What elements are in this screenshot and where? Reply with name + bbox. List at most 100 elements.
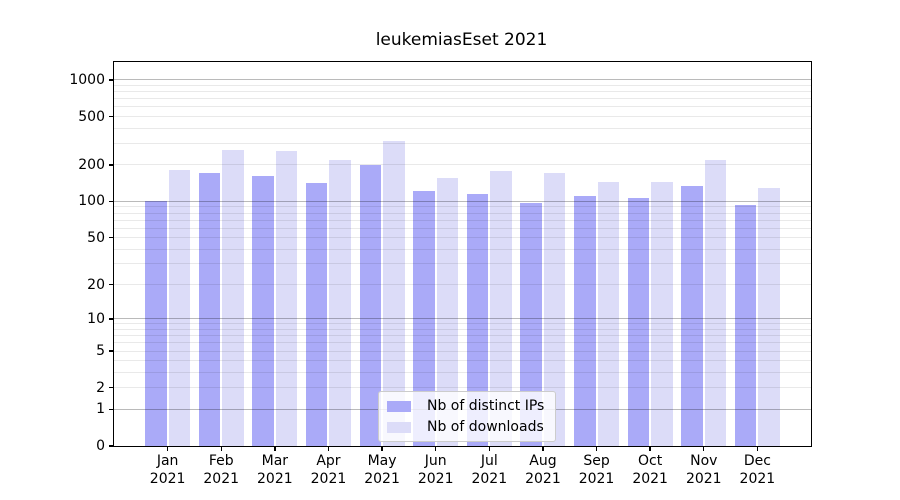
- bar-downloads: [543, 173, 566, 446]
- legend-swatch-distinct-ips: [387, 400, 411, 412]
- plot-area: Nb of distinct IPs Nb of downloads Jan 20…: [69, 61, 812, 487]
- bar-distinct-ips: [681, 186, 703, 446]
- gridline-minor: [114, 116, 811, 117]
- y-tick-mark: [109, 445, 114, 447]
- gridline-minor: [114, 127, 811, 129]
- gridline-major: [114, 318, 811, 320]
- x-tick-label: Aug 2021: [525, 453, 561, 487]
- bar-downloads: [597, 182, 620, 446]
- y-tick-label: 2: [96, 379, 105, 396]
- bar-distinct-ips: [734, 205, 757, 446]
- y-tick-label: 5: [96, 343, 105, 360]
- y-tick-mark: [109, 318, 114, 320]
- y-tick-label: 1000: [69, 71, 105, 88]
- y-tick-label: 100: [78, 193, 105, 210]
- gridline-minor: [114, 360, 811, 362]
- gridline-minor: [114, 387, 811, 389]
- bar-distinct-ips: [305, 182, 328, 446]
- x-tick-mark: [756, 446, 759, 451]
- bar-distinct-ips: [145, 201, 167, 446]
- bar-downloads: [758, 188, 780, 446]
- y-tick-label: 1: [96, 401, 105, 418]
- gridline-minor: [114, 212, 811, 214]
- y-tick-label: 200: [78, 156, 105, 173]
- y-tick-mark: [109, 350, 114, 352]
- gridline-minor: [114, 84, 811, 86]
- gridline-minor: [114, 342, 811, 344]
- legend-entry-downloads: Nb of downloads: [387, 419, 544, 435]
- gridline-minor: [114, 106, 811, 108]
- bar-distinct-ips: [574, 196, 596, 446]
- bar-downloads: [436, 178, 459, 446]
- bar-distinct-ips: [359, 164, 382, 446]
- gridline-minor: [114, 335, 811, 337]
- gridline-minor: [114, 143, 811, 144]
- y-tick-mark: [109, 200, 114, 203]
- chart-title: leukemiasEset 2021: [375, 30, 548, 50]
- gridline-minor: [114, 263, 811, 265]
- gridline-minor: [114, 350, 811, 352]
- gridline-minor: [114, 323, 811, 325]
- y-tick-label: 50: [87, 229, 105, 246]
- x-tick-label: Dec 2021: [739, 453, 776, 487]
- legend-entry-distinct-ips: Nb of distinct IPs: [387, 398, 544, 414]
- bar-distinct-ips: [413, 190, 435, 446]
- gridline-minor: [114, 98, 811, 100]
- x-tick-mark: [381, 446, 383, 451]
- x-tick-label: Mar 2021: [257, 453, 293, 487]
- y-tick-label: 20: [87, 276, 105, 293]
- bar-downloads: [275, 151, 298, 446]
- x-tick-label: Jan 2021: [149, 453, 186, 487]
- x-tick-label: May 2021: [364, 453, 400, 487]
- gridline-minor: [114, 372, 811, 374]
- bar-downloads: [383, 140, 405, 446]
- x-tick-mark: [166, 446, 169, 451]
- bar-downloads: [168, 170, 191, 446]
- gridline-minor: [114, 284, 811, 286]
- gridline-major: [114, 200, 811, 202]
- bar-downloads: [490, 171, 512, 446]
- gridline-minor: [114, 219, 811, 221]
- y-tick-mark: [109, 164, 114, 166]
- x-tick-mark: [274, 446, 276, 451]
- gridline-minor: [114, 329, 811, 331]
- x-tick-mark: [220, 446, 222, 451]
- x-tick-mark: [595, 446, 598, 451]
- y-tick-mark: [109, 115, 114, 118]
- y-tick-label: 0: [96, 438, 105, 454]
- bar-downloads: [222, 150, 244, 446]
- gridline-minor: [114, 237, 811, 239]
- x-tick-mark: [434, 446, 437, 451]
- gridline-minor: [114, 91, 811, 93]
- legend-label-downloads: Nb of downloads: [427, 419, 544, 435]
- x-tick-label: Nov 2021: [685, 453, 722, 487]
- x-tick-label: Jul 2021: [471, 453, 508, 487]
- bar-distinct-ips: [198, 173, 221, 446]
- x-tick-label: Jun 2021: [417, 453, 454, 487]
- gridline-minor: [114, 227, 811, 229]
- y-tick-mark: [109, 283, 114, 286]
- y-tick-label: 10: [87, 310, 105, 327]
- bar-downloads: [329, 159, 351, 446]
- bar-distinct-ips: [466, 193, 489, 446]
- x-tick-mark: [327, 446, 330, 451]
- y-tick-mark: [109, 387, 114, 389]
- x-tick-mark: [488, 446, 490, 451]
- legend-label-distinct-ips: Nb of distinct IPs: [427, 398, 545, 414]
- x-tick-label: Feb 2021: [203, 453, 240, 487]
- legend-swatch-downloads: [387, 421, 411, 433]
- x-tick-mark: [649, 446, 651, 451]
- x-tick-label: Apr 2021: [310, 453, 347, 487]
- legend: Nb of distinct IPs Nb of downloads: [378, 391, 557, 442]
- x-tick-mark: [703, 446, 705, 451]
- x-tick-label: Sep 2021: [578, 453, 615, 487]
- x-tick-label: Oct 2021: [632, 453, 668, 487]
- bar-downloads: [651, 181, 673, 446]
- x-tick-mark: [542, 446, 544, 451]
- y-tick-mark: [109, 79, 114, 81]
- gridline-minor: [114, 164, 811, 166]
- bar-distinct-ips: [520, 202, 542, 446]
- gridline-major: [114, 79, 811, 81]
- gridline-minor: [114, 206, 811, 208]
